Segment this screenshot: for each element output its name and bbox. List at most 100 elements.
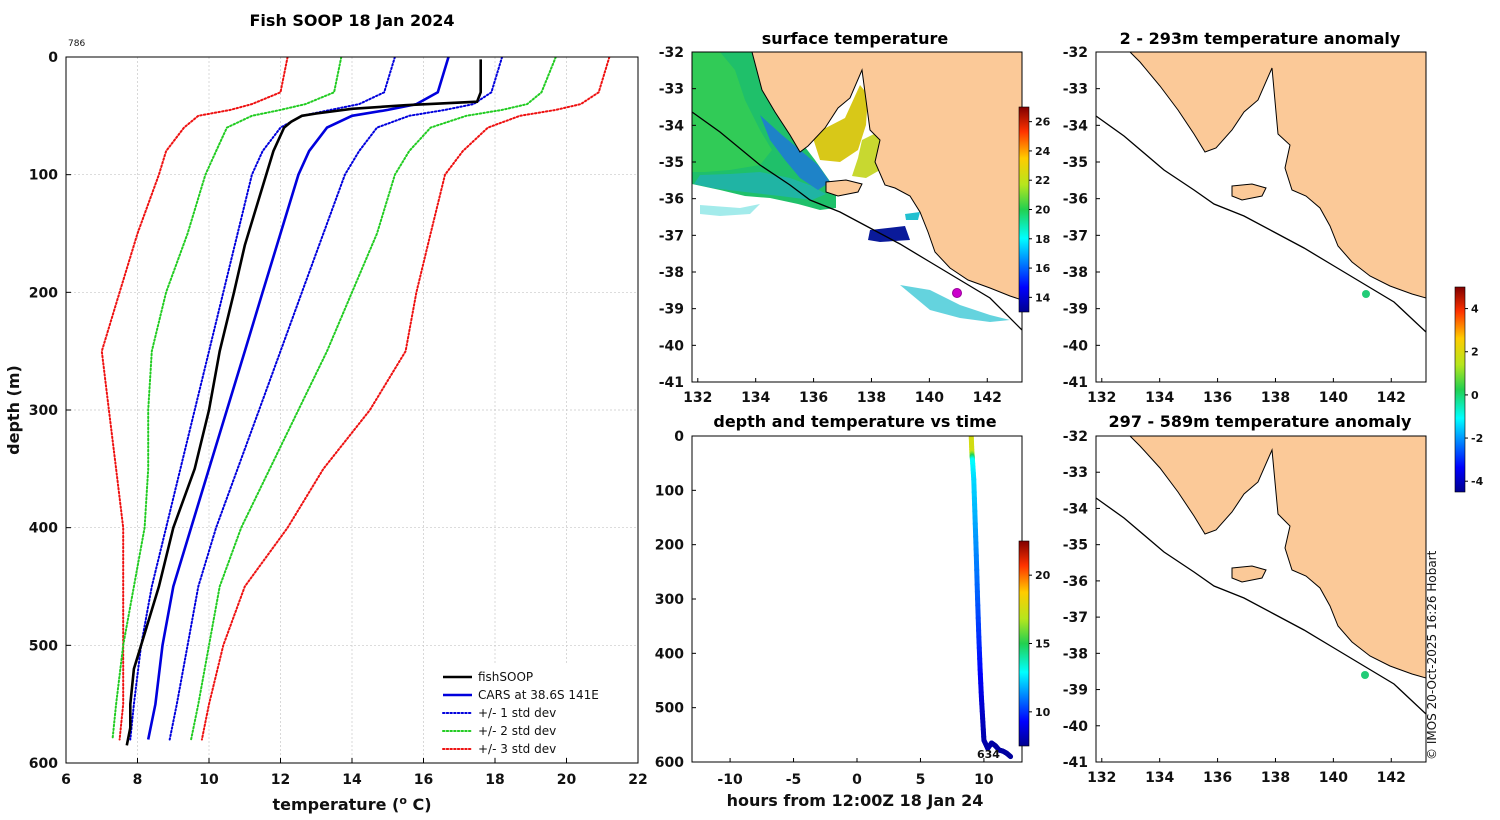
map-y-tick-label: -37	[659, 228, 684, 244]
legend-entry: +/- 1 std dev	[478, 706, 556, 720]
profile-legend: fishSOOP CARS at 38.6S 141E +/- 1 std dev +…	[439, 664, 607, 756]
map-y-tick-label: -36	[1063, 192, 1088, 208]
anomaly-upper-bathymetry-contour	[1096, 115, 1426, 333]
profile-series	[100, 57, 611, 746]
sst-data-shelf	[694, 172, 826, 200]
map-y-tick-label: -35	[1063, 155, 1088, 171]
colorbar-tick-label: 20	[1035, 569, 1051, 582]
map-y-tick-label: -38	[1063, 646, 1088, 662]
anomaly-lower-ticks: 132 134 136 138 140 142 -32 -33 -34 -35 -36 -37 -38 -…	[1063, 429, 1406, 786]
anomaly-upper-ticks: 132 134 136 138 140 142 -32 -33 -34 -35 -36 -37 -38 -…	[1063, 45, 1406, 406]
anomaly-upper-land	[1129, 52, 1426, 299]
map-x-tick-label: 134	[741, 390, 770, 406]
profile-x-tick-label: 10	[199, 772, 219, 788]
anomaly-lower-title: 297 - 589m temperature anomaly	[1109, 412, 1412, 431]
anomaly-upper-frame	[1095, 51, 1427, 383]
profile-series-3-upper	[190, 57, 557, 741]
map-x-tick-label: 134	[1145, 390, 1174, 406]
map-y-tick-label: -40	[659, 338, 685, 354]
map-y-tick-label: -32	[1063, 45, 1088, 61]
sst-data-cool-band	[760, 115, 830, 190]
map-y-tick-label: -33	[1063, 465, 1088, 481]
depth-time-x-label: hours from 12:00Z 18 Jan 24	[727, 791, 984, 810]
map-x-tick-label: 142	[973, 390, 1002, 406]
depth-time-colorbar-ticks: 10 15 20	[1029, 569, 1051, 719]
profile-x-label: temperature (o C)	[272, 794, 431, 814]
depth-time-annotation: 634	[977, 748, 1000, 761]
depth-time-track-segment	[1007, 753, 1014, 760]
depth-time-colorbar	[1018, 540, 1030, 747]
colorbar-tick-label: 20	[1035, 204, 1051, 217]
anomaly-lower-kangaroo-island	[1231, 565, 1267, 583]
depth-time-x-tick-label: 5	[916, 772, 926, 788]
map-y-tick-label: -34	[1063, 118, 1089, 134]
sst-land-mainland	[751, 52, 1022, 301]
profile-series-4-upper	[200, 57, 611, 741]
map-y-tick-label: -37	[1063, 228, 1088, 244]
map-y-tick-label: -36	[659, 192, 684, 208]
map-y-tick-label: -32	[1063, 429, 1088, 445]
colorbar-tick-label: 26	[1035, 116, 1051, 129]
profile-y-tick-label: 0	[48, 50, 58, 66]
anomaly-lower-bathymetry-contour	[1096, 497, 1426, 715]
map-y-tick-label: -41	[1063, 375, 1088, 391]
map-y-tick-label: -36	[1063, 574, 1088, 590]
map-x-tick-label: 138	[1261, 390, 1290, 406]
map-x-tick-label: 142	[1377, 770, 1406, 786]
anomaly-upper-content	[1096, 52, 1426, 333]
map-y-tick-label: -39	[1063, 683, 1088, 699]
profile-series-2-upper	[168, 57, 504, 741]
map-y-tick-label: -41	[1063, 755, 1088, 771]
surface-temperature-map: surface temperature 132 134 136 138 140 142 -3…	[659, 29, 1051, 406]
map-x-tick-label: 136	[1203, 390, 1232, 406]
colorbar-tick-label: 10	[1035, 706, 1051, 719]
colorbar-tick-label: 16	[1035, 262, 1051, 275]
profile-x-ticks: 6 8 10 12 14 16 18 20 22	[61, 758, 648, 788]
map-x-tick-label: 136	[1203, 770, 1232, 786]
map-y-tick-label: -38	[1063, 265, 1088, 281]
cast-number-label: 786	[68, 39, 85, 49]
map-x-tick-label: 136	[799, 390, 828, 406]
colorbar-tick-label: 14	[1035, 291, 1051, 304]
sst-data-sparse	[700, 204, 760, 216]
colorbar-tick-label: 15	[1035, 638, 1050, 651]
profile-series-3-lower	[111, 57, 343, 741]
map-y-tick-label: -33	[1063, 82, 1088, 98]
profile-x-tick-label: 14	[342, 772, 362, 788]
map-y-tick-label: -38	[659, 265, 684, 281]
anomaly-colorbar-ticks: -4 -2 0 2 4	[1465, 303, 1484, 488]
depth-time-track	[968, 436, 1014, 760]
sst-land-kangaroo-island	[825, 179, 863, 197]
sst-data-spencer-gulf	[812, 85, 868, 162]
profile-x-tick-label: 16	[414, 772, 433, 788]
map-y-tick-label: -32	[659, 45, 684, 61]
profile-x-tick-label: 12	[271, 772, 290, 788]
colorbar-tick-label: -2	[1471, 432, 1483, 445]
colorbar-tick-label: 0	[1471, 389, 1479, 402]
sst-cast-marker	[952, 288, 962, 298]
map-y-tick-label: -35	[1063, 538, 1088, 554]
depth-time-panel: depth and temperature vs time -10 -5 0 5 100…	[655, 412, 1051, 810]
anomaly-map-upper: 2 - 293m temperature anomaly 132 134 136 13…	[1063, 29, 1427, 406]
profile-title: Fish SOOP 18 Jan 2024	[250, 11, 455, 30]
legend-entry: fishSOOP	[478, 670, 533, 684]
sst-data-coastal-patch	[905, 212, 920, 220]
depth-time-x-tick-label: -10	[717, 772, 743, 788]
depth-time-x-tick-label: -5	[786, 772, 802, 788]
profile-y-ticks: 0 100 200 300 400 500 600	[29, 50, 71, 772]
colorbar-tick-label: 2	[1471, 346, 1479, 359]
depth-time-y-tick-label: 500	[655, 701, 684, 717]
anomaly-upper-title: 2 - 293m temperature anomaly	[1120, 29, 1401, 48]
map-x-tick-label: 134	[1145, 770, 1174, 786]
anomaly-lower-land	[1129, 436, 1426, 679]
profile-y-label: depth (m)	[4, 365, 23, 455]
sst-map-title: surface temperature	[762, 29, 949, 48]
map-x-tick-label: 140	[1319, 390, 1348, 406]
profile-y-tick-label: 300	[29, 403, 58, 419]
sst-data-gulf-west	[692, 52, 772, 172]
profile-series-fishsoop	[125, 59, 483, 746]
colorbar-tick-label: -4	[1471, 475, 1484, 488]
map-y-tick-label: -39	[659, 302, 684, 318]
